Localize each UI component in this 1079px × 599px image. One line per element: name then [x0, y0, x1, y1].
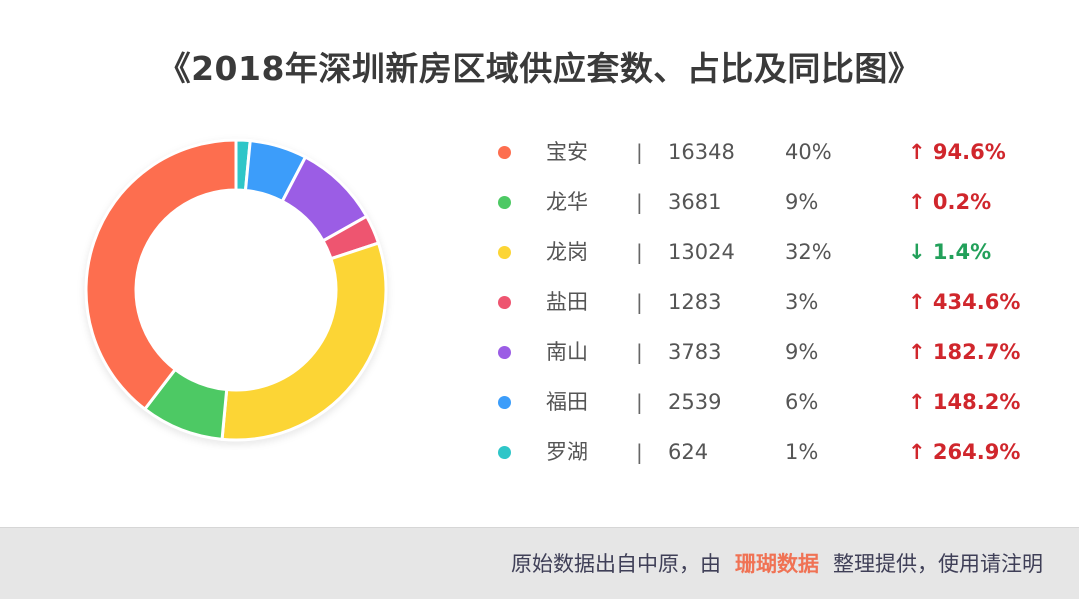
legend-separator: | [636, 190, 643, 214]
donut-slice [220, 241, 388, 442]
legend-dot-icon [498, 296, 511, 309]
legend-yoy-change: ↓ 1.4% [908, 240, 992, 264]
legend-dot-icon [498, 196, 511, 209]
legend-separator: | [636, 140, 643, 164]
chart-title: 《2018年深圳新房区域供应套数、占比及同比图》 [157, 49, 922, 88]
legend-row: 宝安 | 16348 40% ↑ 94.6% [490, 127, 1050, 177]
legend-region-name: 盐田 [546, 290, 588, 314]
legend-row: 龙华 | 3681 9% ↑ 0.2% [490, 177, 1050, 227]
footer-brand: 珊瑚数据 [735, 552, 819, 576]
legend-dot-icon [498, 146, 511, 159]
legend-count: 2539 [668, 390, 722, 414]
legend-row: 龙岗 | 13024 32% ↓ 1.4% [490, 227, 1050, 277]
legend-yoy-change: ↑ 434.6% [908, 290, 1021, 314]
legend-count: 624 [668, 440, 709, 464]
legend: 宝安 | 16348 40% ↑ 94.6% 龙华 | 3681 9% ↑ 0.2% 龙岗 | 1302… [490, 127, 1050, 477]
legend-separator: | [636, 390, 643, 414]
legend-separator: | [636, 340, 643, 364]
legend-count: 3783 [668, 340, 722, 364]
legend-share: 9% [785, 340, 819, 364]
legend-region-name: 南山 [546, 340, 588, 364]
legend-share: 40% [785, 140, 832, 164]
legend-region-name: 宝安 [546, 140, 588, 164]
legend-yoy-change: ↑ 182.7% [908, 340, 1021, 364]
legend-yoy-change: ↑ 264.9% [908, 440, 1021, 464]
legend-separator: | [636, 290, 643, 314]
legend-dot-icon [498, 246, 511, 259]
legend-dot-icon [498, 446, 511, 459]
footer-suffix: 整理提供，使用请注明 [833, 552, 1043, 576]
legend-share: 6% [785, 390, 819, 414]
legend-separator: | [636, 240, 643, 264]
legend-row: 福田 | 2539 6% ↑ 148.2% [490, 377, 1050, 427]
legend-region-name: 罗湖 [546, 440, 588, 464]
legend-row: 南山 | 3783 9% ↑ 182.7% [490, 327, 1050, 377]
legend-count: 1283 [668, 290, 722, 314]
footer-prefix: 原始数据出自中原，由 [511, 552, 721, 576]
legend-region-name: 福田 [546, 390, 588, 414]
footer-text: 原始数据出自中原，由 珊瑚数据 整理提供，使用请注明 [511, 548, 1043, 578]
legend-row: 盐田 | 1283 3% ↑ 434.6% [490, 277, 1050, 327]
legend-yoy-change: ↑ 94.6% [908, 140, 1006, 164]
legend-dot-icon [498, 396, 511, 409]
footer-bar: 原始数据出自中原，由 珊瑚数据 整理提供，使用请注明 [0, 527, 1079, 599]
legend-row: 罗湖 | 624 1% ↑ 264.9% [490, 427, 1050, 477]
legend-yoy-change: ↑ 148.2% [908, 390, 1021, 414]
donut-chart [84, 138, 388, 444]
legend-count: 16348 [668, 140, 735, 164]
donut-slice [84, 138, 238, 411]
legend-count: 3681 [668, 190, 722, 214]
legend-region-name: 龙华 [546, 190, 588, 214]
legend-share: 1% [785, 440, 819, 464]
legend-count: 13024 [668, 240, 735, 264]
legend-dot-icon [498, 346, 511, 359]
legend-share: 9% [785, 190, 819, 214]
legend-share: 3% [785, 290, 819, 314]
legend-separator: | [636, 440, 643, 464]
legend-share: 32% [785, 240, 832, 264]
legend-yoy-change: ↑ 0.2% [908, 190, 992, 214]
legend-region-name: 龙岗 [546, 240, 588, 264]
